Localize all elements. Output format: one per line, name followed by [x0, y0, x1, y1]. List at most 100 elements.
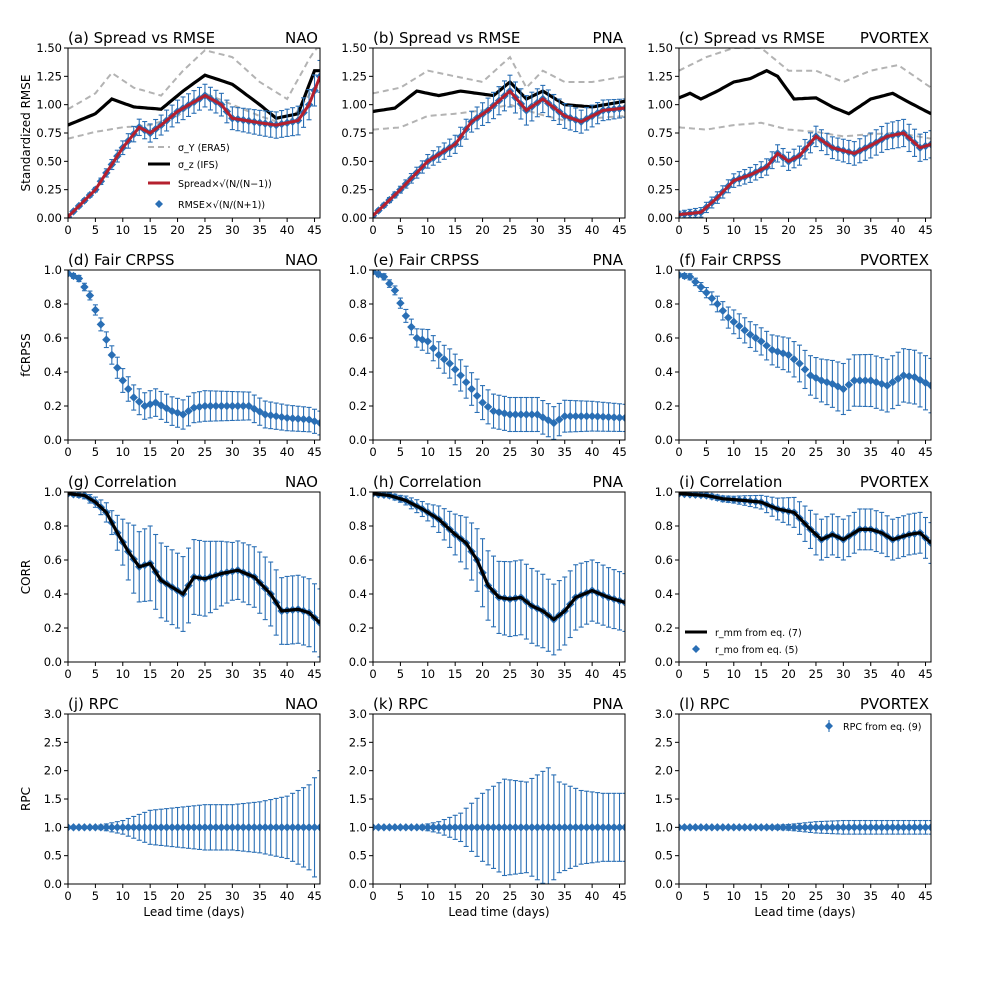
data-point: [167, 823, 177, 832]
data-point: [522, 410, 531, 419]
data-point: [795, 359, 804, 368]
data-point: [140, 823, 149, 832]
data-point: [549, 823, 558, 832]
corr-mm-line: [68, 492, 320, 625]
x-tick-label: 15: [448, 445, 463, 459]
data-point: [288, 414, 297, 423]
panel-title: (k) RPC: [373, 695, 428, 713]
legend-rpc-label: RPC from eq. (9): [843, 722, 921, 733]
x-tick-label: 40: [891, 445, 906, 459]
data-point: [445, 823, 454, 832]
data-point: [762, 341, 771, 350]
y-tick-label: 0.4: [349, 587, 367, 601]
x-tick-label: 10: [726, 445, 741, 459]
panel-title: (j) RPC: [68, 695, 119, 713]
x-tick-label: 30: [530, 667, 545, 681]
data-point: [315, 823, 320, 832]
y-tick-label: 1.5: [655, 792, 673, 806]
x-tick-label: 40: [891, 223, 906, 237]
data-point: [527, 410, 537, 419]
legend-spread: σ_Y (ERA5) σ_z (IFS) Spread×√(N/(N−1)) RMSE…: [148, 143, 272, 211]
x-tick-label: 10: [115, 889, 130, 903]
data-point: [882, 381, 892, 390]
data-point: [582, 412, 591, 421]
data-point: [217, 401, 226, 411]
y-tick-label: 2.0: [44, 764, 62, 778]
plot-frame: [678, 269, 932, 441]
data-point: [418, 823, 427, 832]
x-tick-label: 35: [863, 445, 878, 459]
data-point: [926, 381, 931, 390]
data-point: [266, 823, 275, 832]
data-point: [233, 401, 243, 411]
data-point: [461, 378, 471, 387]
y-tick-label: 0.6: [44, 553, 62, 567]
data-point: [560, 412, 569, 421]
plot-area: [373, 48, 625, 218]
x-tick-label: 5: [703, 223, 710, 237]
y-tick-label: 0.25: [36, 183, 62, 197]
x-tick-label: 25: [809, 667, 824, 681]
plot-layer: [68, 492, 320, 658]
data-point: [844, 380, 854, 389]
y-tick-label: 0.6: [349, 553, 367, 567]
data-point: [789, 355, 799, 364]
data-point: [702, 823, 711, 832]
data-point: [228, 823, 237, 832]
y-tick-label: 0.2: [349, 399, 367, 413]
x-tick-label: 0: [675, 889, 682, 903]
x-tick-label: 25: [198, 445, 213, 459]
x-tick-label: 45: [612, 445, 627, 459]
panel-g: 0 5 10 15 20 25 30 35 40 45 0.0 0.2 0.4 0.6 0.8 1.0 (g) …: [19, 473, 322, 681]
y-tick-label: 1.0: [44, 820, 62, 834]
data-point: [560, 823, 569, 832]
data-point: [680, 271, 689, 281]
data-point: [839, 823, 848, 832]
data-point: [195, 823, 204, 832]
data-point: [184, 406, 193, 416]
x-tick-label: 10: [420, 445, 435, 459]
data-point: [707, 823, 717, 832]
data-point: [401, 823, 411, 832]
data-point: [511, 410, 520, 419]
x-tick-label: 15: [143, 667, 158, 681]
data-point: [861, 376, 870, 385]
data-point: [239, 401, 248, 411]
data-point: [587, 412, 597, 421]
data-point: [833, 823, 843, 832]
y-tick-label: 1.00: [647, 98, 673, 112]
y-tick-label: 0.8: [655, 519, 673, 533]
data-point: [85, 823, 95, 832]
y-tick-label: 0.50: [647, 154, 673, 168]
x-tick-label: 20: [170, 223, 185, 237]
x-tick-label: 10: [115, 223, 130, 237]
x-tick-label: 45: [307, 667, 322, 681]
x-tick-label: 30: [225, 223, 240, 237]
plot-layer: [373, 270, 625, 440]
y-tick-label: 1.25: [647, 69, 673, 83]
y-tick-label: 0.4: [655, 587, 673, 601]
data-point: [429, 344, 438, 353]
data-point: [555, 415, 564, 424]
x-tick-label: 15: [754, 223, 769, 237]
data-point: [282, 413, 292, 423]
x-tick-label: 20: [170, 889, 185, 903]
data-point: [299, 823, 308, 832]
data-point: [691, 823, 700, 832]
data-point: [129, 823, 138, 832]
data-point: [910, 823, 919, 832]
data-point: [828, 823, 837, 832]
x-tick-label: 20: [781, 445, 796, 459]
data-point: [129, 393, 138, 402]
x-tick-label: 20: [170, 667, 185, 681]
data-point: [555, 823, 564, 832]
data-point: [445, 359, 454, 368]
x-tick-label: 0: [369, 445, 376, 459]
x-tick-label: 20: [475, 667, 490, 681]
x-tick-label: 20: [781, 889, 796, 903]
data-point: [189, 403, 199, 412]
data-point: [407, 322, 416, 332]
x-tick-label: 45: [918, 889, 933, 903]
y-tick-label: 0.0: [44, 433, 62, 447]
y-tick-label: 0.8: [655, 297, 673, 311]
